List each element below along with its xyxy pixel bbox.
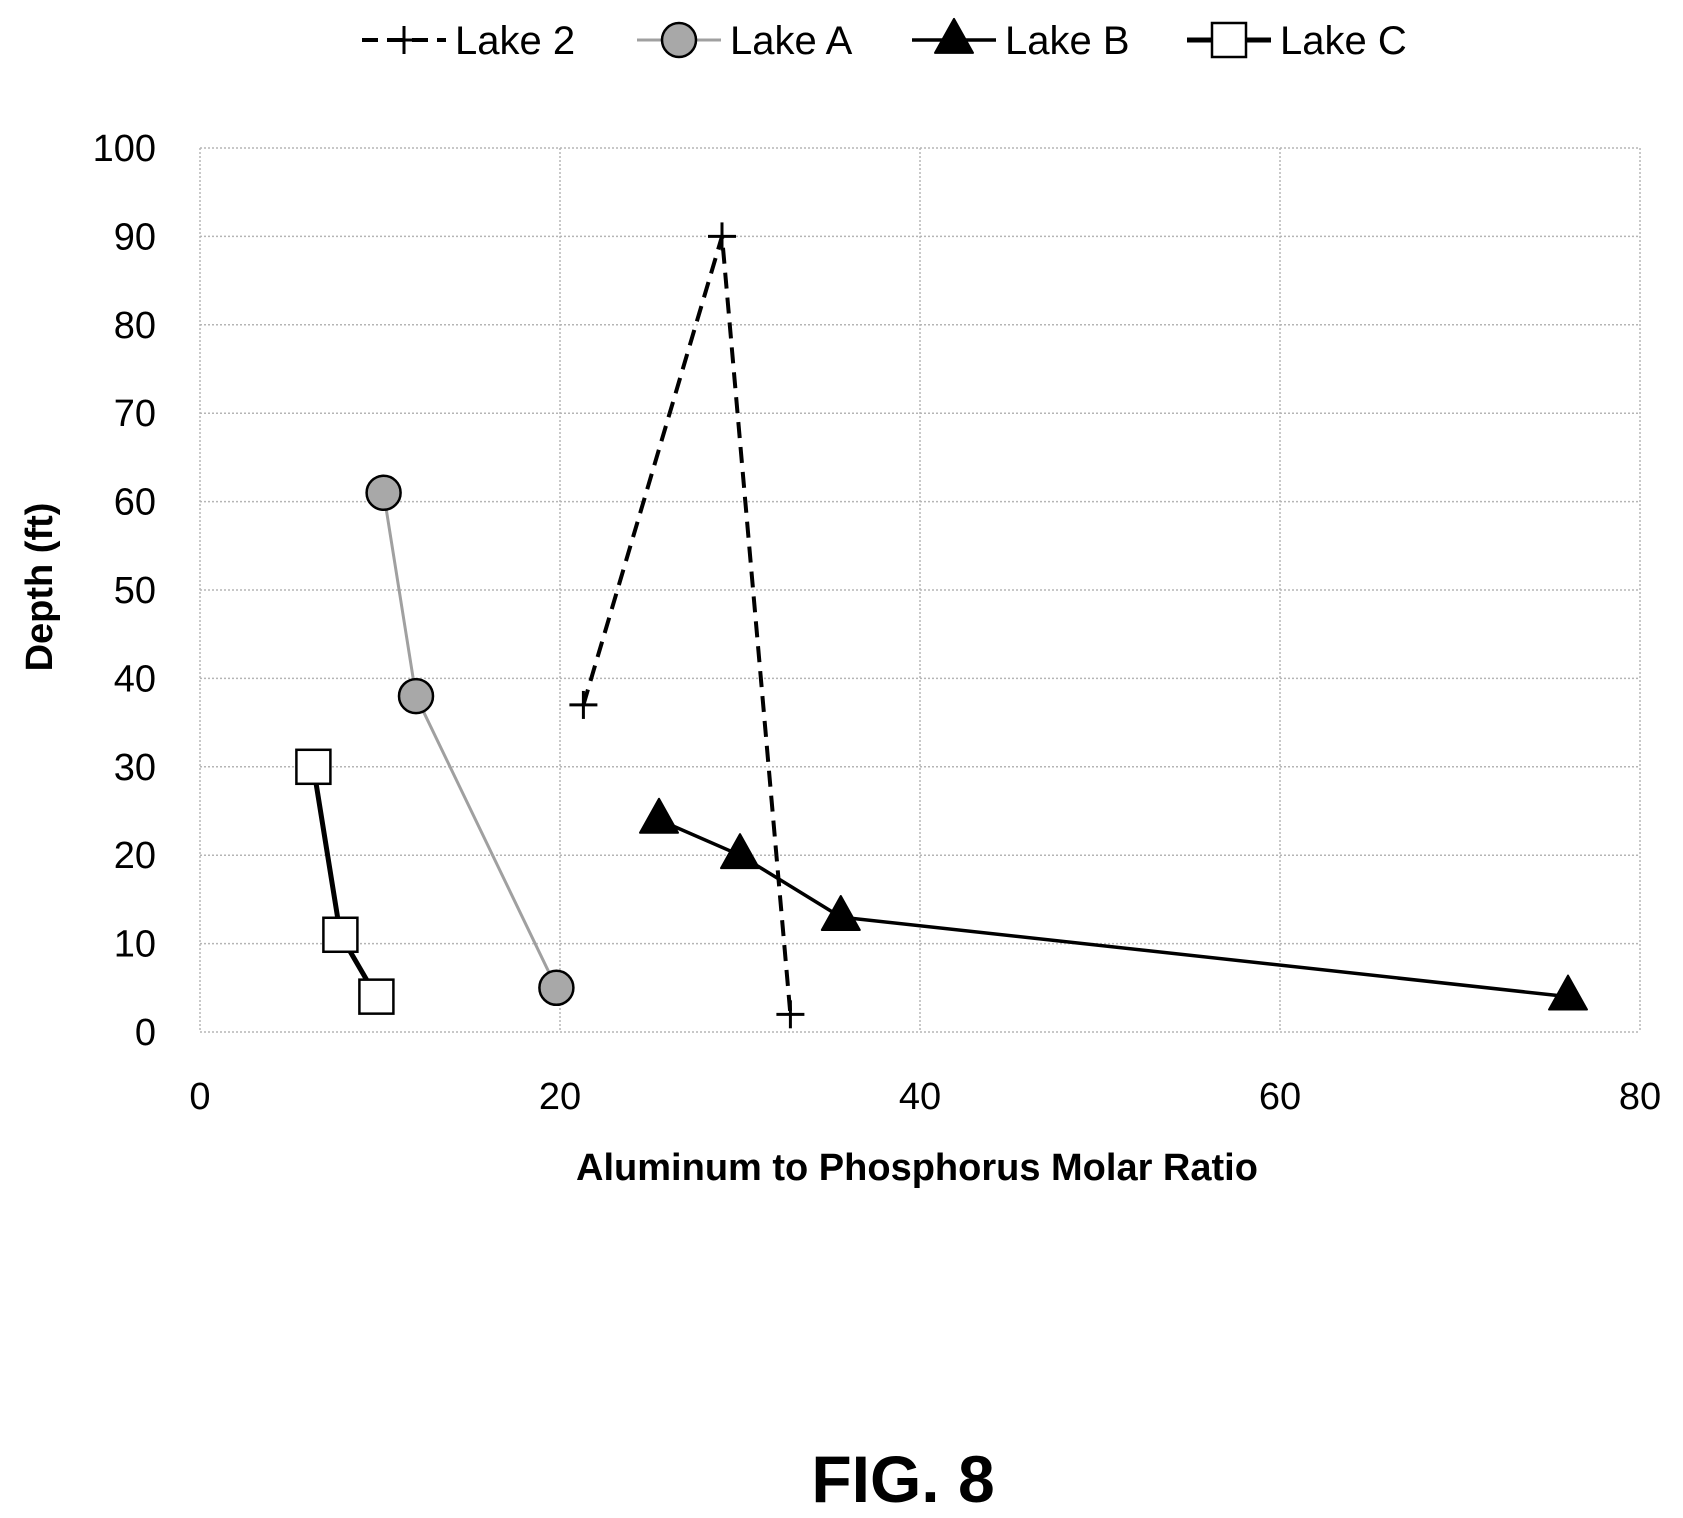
x-axis-ticks: 0 20 40 60 80 xyxy=(189,1076,1661,1118)
y-tick-label: 90 xyxy=(114,216,156,258)
legend-label: Lake B xyxy=(1005,19,1130,63)
data-point-plus xyxy=(776,1000,805,1029)
legend-marker-square xyxy=(1210,21,1248,59)
data-point-plus xyxy=(569,690,598,719)
data-point-square xyxy=(358,978,395,1015)
series-line xyxy=(382,492,558,989)
figure-caption: FIG. 8 xyxy=(811,1442,994,1516)
legend-marker-circle xyxy=(660,21,698,59)
data-point-square xyxy=(322,916,359,954)
legend-label: Lake A xyxy=(730,19,853,63)
data-point-circle xyxy=(538,969,575,1007)
data-point-circle xyxy=(397,677,435,715)
y-tick-label: 10 xyxy=(114,924,156,966)
data-point-circle xyxy=(365,474,402,512)
x-tick-label: 60 xyxy=(1259,1076,1301,1118)
y-tick-label: 50 xyxy=(114,570,156,612)
y-tick-label: 20 xyxy=(114,835,156,877)
series-line xyxy=(310,766,379,998)
x-axis-title: Aluminum to Phosphorus Molar Ratio xyxy=(576,1147,1258,1189)
legend-label: Lake 2 xyxy=(455,19,575,63)
legend-marker-triangle xyxy=(934,17,974,54)
y-tick-label: 0 xyxy=(135,1012,156,1054)
series-line xyxy=(658,818,1569,999)
data-point-triangle xyxy=(1548,974,1588,1011)
data-point-triangle xyxy=(720,833,760,870)
legend-label: Lake C xyxy=(1280,19,1407,63)
y-tick-label: 40 xyxy=(114,658,156,700)
data-point-triangle xyxy=(639,797,679,834)
x-tick-label: 40 xyxy=(899,1076,941,1118)
series-lake-a xyxy=(365,474,575,1007)
gridlines xyxy=(199,147,1641,1033)
legend-item: Lake A xyxy=(637,19,853,63)
legend-marker-plus xyxy=(390,26,418,54)
x-tick-label: 80 xyxy=(1619,1076,1661,1118)
y-axis-title: Depth (ft) xyxy=(19,503,61,672)
y-tick-label: 70 xyxy=(114,393,156,435)
data-point-plus xyxy=(708,222,736,251)
data-point-triangle xyxy=(820,895,861,931)
series-layer xyxy=(295,222,1588,1029)
y-axis-ticks: 0 10 20 30 40 50 60 70 80 90 100 xyxy=(93,128,156,1054)
series-line xyxy=(581,234,793,1015)
legend-item: Lake 2 xyxy=(362,19,575,63)
series-lake-c xyxy=(295,748,395,1015)
x-tick-label: 0 xyxy=(189,1076,210,1118)
series-lake-b xyxy=(639,797,1588,1011)
series-lake-2 xyxy=(569,222,805,1029)
legend: Lake 2 Lake A Lake B Lake C xyxy=(362,17,1407,63)
y-tick-label: 60 xyxy=(114,482,156,524)
legend-item: Lake C xyxy=(1187,19,1407,63)
y-tick-label: 80 xyxy=(114,305,156,347)
data-point-square xyxy=(295,748,332,786)
y-tick-label: 30 xyxy=(114,747,156,789)
legend-item: Lake B xyxy=(912,17,1130,63)
y-tick-label: 100 xyxy=(93,128,156,170)
x-tick-label: 20 xyxy=(539,1076,581,1118)
